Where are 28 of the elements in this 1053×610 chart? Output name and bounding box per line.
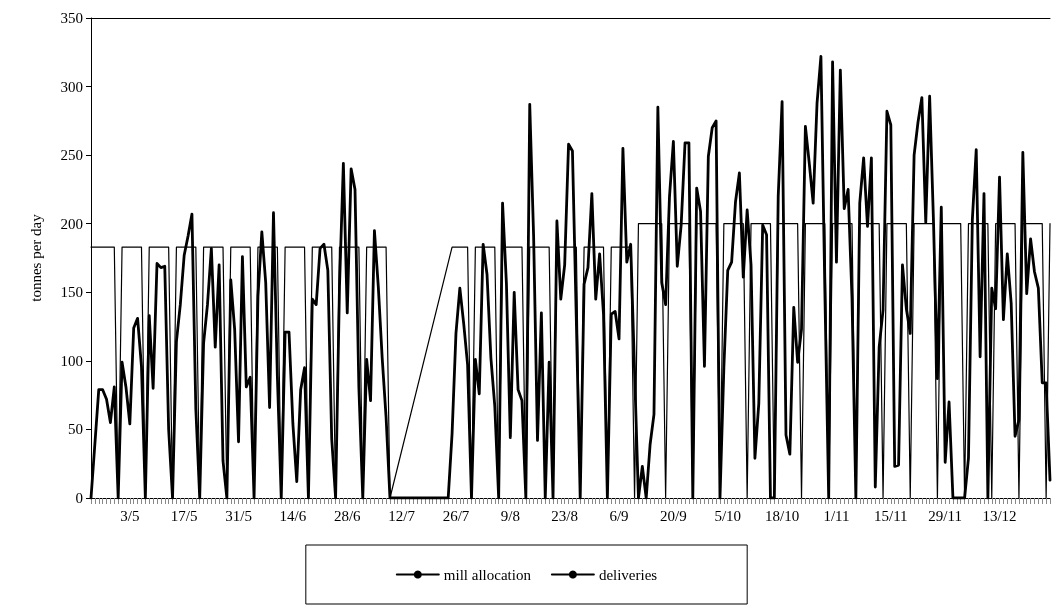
- x-tick-label: 18/10: [765, 507, 800, 524]
- legend-label: mill allocation: [443, 566, 532, 583]
- x-tick-label: 15/11: [874, 507, 908, 524]
- x-tick-label: 26/7: [442, 507, 470, 524]
- y-tick-label: 200: [60, 215, 83, 232]
- y-tick-label: 150: [60, 284, 83, 301]
- x-tick-label: 20/9: [660, 507, 687, 524]
- x-tick-label: 17/5: [170, 507, 198, 524]
- x-tick-label: 23/8: [551, 507, 579, 524]
- y-tick-label: 100: [60, 352, 83, 369]
- x-tick-label: 6/9: [609, 507, 629, 524]
- y-tick-label: 350: [60, 10, 83, 26]
- x-tick-label: 14/6: [279, 507, 307, 524]
- y-tick-label: 0: [75, 490, 83, 506]
- x-tick-label: 12/7: [388, 507, 416, 524]
- x-tick-label: 3/5: [120, 507, 140, 524]
- x-tick-label: 28/6: [333, 507, 362, 524]
- x-tick-label: 13/12: [982, 507, 1017, 524]
- x-tick-label: 31/5: [225, 507, 252, 524]
- x-tick-label: 1/11: [823, 507, 850, 524]
- y-tick-label: 50: [68, 421, 83, 438]
- legend-label: deliveries: [598, 566, 658, 583]
- y-axis-title: tonnes per day: [27, 213, 44, 302]
- x-tick-label: 29/11: [928, 507, 962, 524]
- y-tick-label: 250: [60, 147, 83, 164]
- x-tick-label: 5/10: [714, 507, 742, 524]
- x-tick-label: 9/8: [500, 507, 520, 524]
- y-tick-label: 300: [60, 78, 83, 95]
